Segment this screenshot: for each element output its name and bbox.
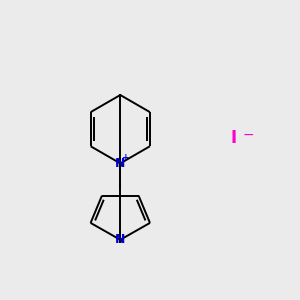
Text: I: I — [230, 129, 236, 147]
Text: N: N — [115, 157, 125, 170]
Text: N: N — [115, 233, 125, 246]
Text: −: − — [243, 128, 254, 142]
Text: +: + — [122, 153, 130, 162]
